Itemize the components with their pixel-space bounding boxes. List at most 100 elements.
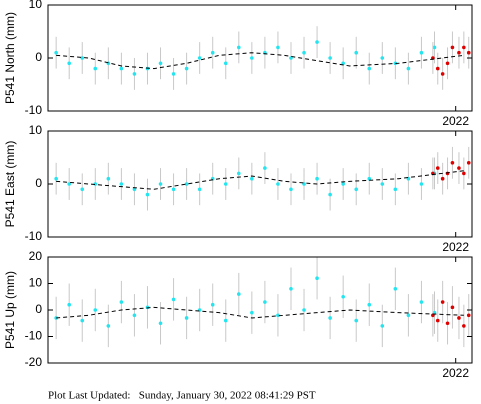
y-tick-label: 0 — [35, 50, 42, 64]
point — [237, 171, 241, 176]
point — [450, 45, 455, 50]
point — [67, 302, 71, 307]
point — [328, 316, 332, 320]
point — [450, 161, 455, 165]
point — [466, 313, 471, 318]
point — [184, 316, 189, 320]
point — [466, 50, 471, 55]
point — [93, 308, 98, 312]
point — [132, 187, 137, 192]
point — [289, 287, 293, 291]
point — [432, 310, 437, 315]
point — [462, 171, 466, 176]
panel: P541 Up (mm) -20 -10 0 10 20 2022 — [3, 249, 473, 380]
point — [250, 56, 254, 60]
point — [237, 45, 241, 50]
x-tick-label: 2022 — [442, 114, 469, 128]
y-axis-label: P541 North (mm) — [3, 12, 17, 104]
point — [435, 66, 440, 71]
point — [457, 316, 461, 320]
point — [432, 45, 437, 50]
point — [380, 56, 385, 60]
point — [184, 66, 189, 71]
point — [440, 72, 445, 76]
y-tick-label: 20 — [29, 249, 43, 263]
point — [341, 294, 345, 299]
y-axis-label: P541 Up (mm) — [3, 271, 17, 349]
y-axis-label: P541 East (mm) — [3, 141, 17, 228]
point — [67, 182, 71, 186]
point — [197, 56, 202, 60]
point — [276, 182, 280, 186]
point — [406, 313, 411, 318]
y-tick-label: -10 — [25, 329, 43, 343]
y-tick-label: 10 — [29, 0, 43, 11]
point — [328, 56, 332, 60]
panel: P541 North (mm) -10 0 10 2022 — [3, 0, 473, 128]
point — [67, 61, 71, 66]
y-tick-label: 0 — [35, 302, 42, 316]
footer: Plot Last Updated: Sunday, January 30, 2… — [48, 390, 316, 402]
point — [435, 318, 440, 323]
point — [54, 50, 58, 55]
point — [54, 176, 58, 181]
point — [223, 318, 228, 323]
y-tick-label: -20 — [25, 355, 43, 369]
point — [119, 66, 124, 71]
point — [263, 166, 267, 170]
model-line — [56, 52, 464, 70]
point — [440, 176, 445, 181]
point — [315, 176, 319, 181]
y-tick-label: -10 — [25, 103, 43, 117]
point — [302, 308, 306, 312]
point — [276, 45, 280, 50]
y-tick-label: -10 — [25, 229, 43, 243]
point — [158, 61, 163, 66]
point — [393, 187, 398, 192]
point — [302, 50, 306, 55]
point — [223, 61, 228, 66]
x-tick-label: 2022 — [442, 240, 469, 254]
point — [263, 300, 267, 304]
point — [440, 300, 445, 304]
point — [119, 182, 124, 186]
point — [145, 192, 150, 197]
model-line — [56, 306, 464, 319]
point — [171, 187, 176, 192]
point — [354, 50, 359, 55]
point — [367, 176, 372, 181]
point — [158, 321, 163, 326]
point — [393, 61, 398, 66]
point — [380, 182, 385, 186]
x-tick-label: 2022 — [442, 366, 469, 380]
y-tick-label: 10 — [29, 123, 43, 137]
point — [367, 66, 372, 71]
point — [250, 310, 254, 315]
y-tick-label: 0 — [35, 176, 42, 190]
point — [457, 166, 461, 170]
point — [315, 276, 319, 281]
point — [341, 182, 345, 186]
point — [106, 324, 111, 328]
point — [80, 56, 85, 60]
point — [315, 40, 319, 44]
point — [158, 182, 163, 186]
point — [250, 176, 254, 181]
point — [341, 61, 345, 66]
point — [354, 318, 359, 323]
panel: P541 East (mm) -10 0 10 2022 — [3, 123, 473, 254]
point — [80, 187, 85, 192]
point — [223, 182, 228, 186]
point — [462, 324, 466, 328]
point — [289, 56, 293, 60]
point — [132, 72, 137, 76]
point — [354, 187, 359, 192]
point — [237, 292, 241, 296]
point — [450, 305, 455, 310]
point — [171, 72, 176, 76]
point — [328, 192, 332, 197]
point — [419, 182, 424, 186]
model-line — [56, 170, 464, 190]
point — [445, 61, 450, 66]
